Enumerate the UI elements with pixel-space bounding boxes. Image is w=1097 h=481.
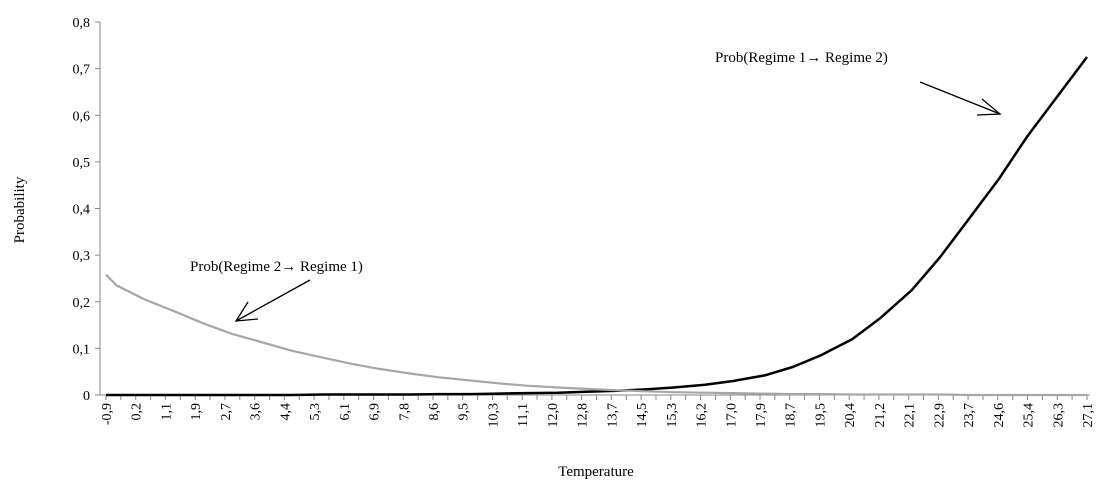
x-tick-label: 27,1 — [1081, 403, 1096, 428]
y-axis: 0 0,1 0,2 0,3 0,4 0,5 0,6 0,7 0,8 — [73, 16, 101, 404]
x-tick-label: 2,7 — [219, 403, 234, 421]
x-tick-label: 15,3 — [665, 403, 680, 428]
x-tick-label: 16,2 — [695, 403, 710, 428]
x-tick-label: 6,1 — [338, 403, 353, 421]
annotations: Prob(Regime 1→ Regime 2) Prob(Regime 2→ … — [190, 50, 1002, 322]
x-tick-label: 14,5 — [635, 403, 650, 428]
x-tick-label: 12,0 — [546, 403, 561, 428]
x-tick-label: 22,1 — [903, 403, 918, 428]
series-lines — [105, 56, 1088, 397]
y-tick-label: 0,3 — [73, 249, 91, 264]
x-tick-label: 24,6 — [992, 403, 1007, 428]
x-tick-label: 22,9 — [932, 403, 947, 428]
y-tick-label: 0,4 — [73, 203, 91, 218]
y-tick-label: 0,6 — [73, 109, 91, 124]
x-tick-label: 6,9 — [368, 403, 383, 421]
x-tick-label: 7,8 — [397, 403, 412, 421]
x-tick-label: 26,3 — [1051, 403, 1066, 428]
x-axis: -0,9 0,2 1,1 1,9 2,7 3,6 4,4 5,3 6,1 6,9 7,8 8,6 9,5… — [100, 394, 1096, 428]
annotation-regime-1-to-2: Prob(Regime 1→ Regime 2) — [715, 50, 888, 66]
x-tick-label: 12,8 — [576, 403, 591, 428]
annotation-arrowhead-regime-1-to-2 — [976, 98, 1002, 116]
y-tick-label: 0,5 — [73, 156, 91, 171]
x-tick-label: 25,4 — [1022, 403, 1037, 428]
y-tick-label: 0,2 — [73, 296, 91, 311]
x-tick-label: 5,3 — [308, 403, 323, 421]
x-tick-label: 23,7 — [962, 403, 977, 428]
x-tick-label: 18,7 — [784, 403, 799, 428]
x-tick-label: 10,3 — [486, 403, 501, 428]
y-axis-title: Probability — [12, 176, 28, 243]
x-tick-label: 11,1 — [516, 403, 531, 427]
annotation-regime-2-to-1: Prob(Regime 2→ Regime 1) — [190, 259, 363, 275]
y-tick-label: 0,1 — [73, 342, 91, 357]
y-tick-label: 0 — [83, 389, 90, 404]
x-tick-label: 21,2 — [873, 403, 888, 428]
y-tick-label: 0,7 — [73, 63, 91, 78]
x-tick-label: 17,9 — [754, 403, 769, 428]
x-axis-title: Temperature — [558, 464, 634, 480]
x-tick-label: 19,5 — [813, 403, 828, 428]
x-tick-label: 13,7 — [605, 403, 620, 428]
x-tick-label: 3,6 — [249, 403, 264, 421]
x-tick-label: 9,5 — [457, 403, 472, 421]
series-line-regime-1-to-2 — [106, 56, 1088, 397]
x-tick-label: 20,4 — [843, 403, 858, 428]
x-tick-label: 4,4 — [278, 403, 293, 421]
annotation-arrowhead-regime-2-to-1 — [234, 301, 259, 322]
y-tick-label: 0,8 — [73, 16, 91, 31]
x-tick-label: -0,9 — [100, 403, 115, 425]
x-tick-label: 1,1 — [159, 403, 174, 421]
x-tick-label: 17,0 — [724, 403, 739, 428]
x-tick-label: 0,2 — [130, 403, 145, 421]
x-tick-label: 8,6 — [427, 403, 442, 421]
annotation-arrow-regime-2-to-1 — [235, 279, 311, 322]
series-line-regime-2-to-1 — [105, 273, 1087, 397]
annotation-arrow-regime-1-to-2 — [919, 81, 1001, 115]
x-tick-label: 1,9 — [189, 403, 204, 421]
